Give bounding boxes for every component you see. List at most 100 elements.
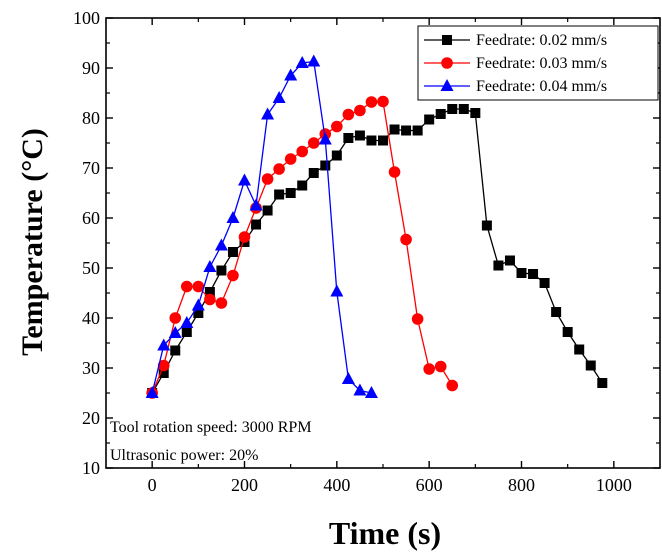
data-point (551, 307, 562, 317)
data-point (585, 360, 596, 371)
data-point (516, 268, 527, 278)
series-3 (145, 54, 378, 398)
data-point (424, 114, 435, 125)
data-point (378, 135, 388, 146)
data-point (157, 359, 170, 372)
data-point (192, 280, 205, 293)
data-point (227, 269, 239, 282)
y-tick-label: 80 (82, 108, 100, 128)
series-line (151, 60, 372, 394)
data-point (261, 107, 275, 120)
data-point (354, 104, 366, 117)
data-point (169, 312, 182, 324)
data-point (412, 125, 423, 136)
data-point (170, 345, 181, 356)
legend-label: Feedrate: 0.02 mm/s (476, 32, 607, 49)
data-point (528, 269, 539, 279)
x-tick-label: 1000 (596, 475, 632, 495)
legend-marker (440, 79, 454, 91)
series-1 (147, 104, 608, 398)
data-point (181, 327, 192, 337)
axes: 0 200 400 600 800 1000 10 20 30 40 50 60 70 80 90 100 (73, 8, 661, 495)
data-point (562, 327, 573, 337)
data-point (353, 383, 367, 396)
y-tick-label: 40 (82, 308, 100, 328)
series-line (151, 100, 453, 394)
data-point (238, 231, 251, 243)
data-point (342, 108, 355, 121)
x-tick-label: 800 (508, 475, 535, 495)
data-point (295, 56, 309, 68)
data-point (262, 205, 273, 216)
legend-label: Feedrate: 0.03 mm/s (476, 55, 607, 72)
y-tick-label: 10 (82, 458, 100, 478)
data-point (400, 233, 412, 246)
y-tick-label: 100 (73, 8, 100, 28)
data-point (366, 135, 377, 146)
data-point (307, 54, 321, 67)
data-point (364, 386, 378, 398)
y-axis-title: Temperature (°C) (16, 128, 49, 356)
data-point (203, 260, 217, 272)
data-point (388, 166, 401, 178)
data-point (157, 338, 171, 351)
data-point (180, 280, 193, 293)
annotation-2: Ultrasonic power: 20% (110, 447, 258, 464)
data-point (481, 220, 492, 231)
legend-marker (441, 57, 453, 69)
data-point (377, 95, 389, 108)
data-point (458, 104, 469, 114)
y-tick-label: 60 (82, 208, 100, 228)
data-point (365, 96, 378, 108)
data-point (238, 173, 251, 186)
data-point (274, 189, 285, 200)
data-point (343, 133, 354, 143)
x-tick-label: 200 (231, 475, 258, 495)
data-point (308, 168, 319, 178)
data-point (284, 153, 297, 165)
data-point (597, 378, 608, 388)
x-tick-label: 0 (148, 475, 157, 495)
data-point (330, 284, 344, 297)
data-point (307, 137, 320, 149)
data-point (285, 188, 296, 198)
data-point (318, 132, 332, 145)
data-point (261, 173, 274, 185)
data-point (331, 120, 343, 133)
annotations: Tool rotation speed: 3000 RPM Ultrasonic … (110, 419, 312, 464)
data-point (251, 219, 262, 230)
data-point (389, 124, 400, 135)
data-point (320, 160, 331, 171)
data-point (331, 150, 342, 161)
data-point (435, 109, 446, 119)
series-line (151, 108, 603, 394)
data-point (249, 198, 263, 211)
data-point (180, 316, 194, 328)
data-point (226, 211, 240, 223)
data-point (284, 68, 298, 81)
data-point (297, 180, 308, 191)
data-point (214, 238, 228, 251)
data-point (191, 298, 205, 311)
data-point (504, 255, 515, 266)
data-point (574, 344, 585, 355)
y-tick-label: 30 (82, 358, 100, 378)
data-point (272, 91, 286, 103)
x-tick-label: 600 (416, 475, 443, 495)
legend-entry-1: Feedrate: 0.02 mm/s (424, 32, 607, 49)
data-point (216, 265, 227, 276)
data-point (470, 108, 481, 118)
legend-marker (442, 35, 452, 45)
data-point (227, 247, 238, 257)
legend-entry-2: Feedrate: 0.03 mm/s (424, 55, 607, 72)
data-point (158, 368, 169, 378)
data-point (204, 287, 215, 297)
y-tick-label: 50 (82, 258, 100, 278)
data-point (145, 386, 159, 398)
data-point (401, 125, 412, 136)
data-point (168, 326, 182, 338)
data-point (539, 278, 550, 288)
data-point (273, 163, 285, 175)
x-axis-title: Time (s) (329, 515, 441, 551)
data-point (215, 297, 228, 309)
